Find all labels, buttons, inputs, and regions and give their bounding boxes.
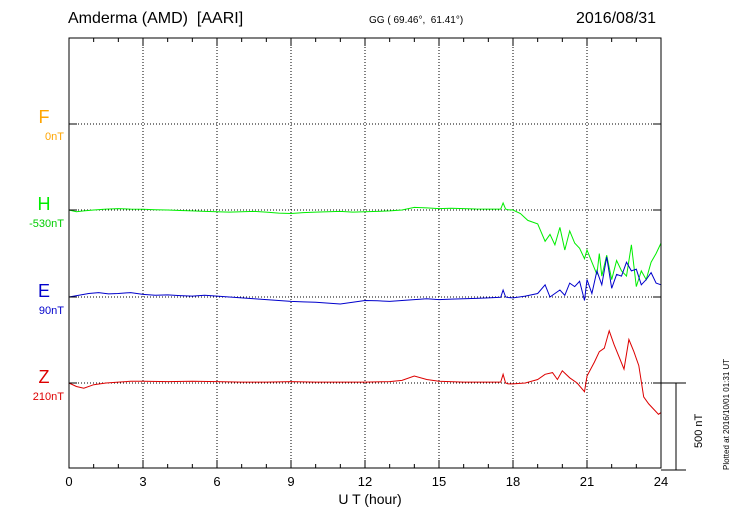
x-tick-label: 24 [654, 474, 668, 489]
trace-Z [68, 329, 662, 415]
trace-H [68, 201, 662, 287]
component-h-label: H [37, 194, 51, 214]
x-axis-label: U T (hour) [338, 491, 402, 507]
component-e-label: E [37, 281, 50, 301]
grid-lines [69, 38, 661, 468]
x-tick-label: 0 [65, 474, 72, 489]
scale-bar [661, 382, 686, 471]
x-tick-label: 9 [287, 474, 294, 489]
x-tick-label: 6 [213, 474, 220, 489]
x-tick-label: 15 [432, 474, 446, 489]
plot-frame [68, 37, 662, 469]
x-tick-label: 12 [358, 474, 372, 489]
component-z-label: Z [38, 367, 50, 387]
component-f-label: F [38, 107, 50, 127]
component-h-baseline: -530nT [29, 218, 64, 230]
component-f-baseline: 0nT [45, 131, 64, 143]
x-tick-label: 21 [580, 474, 594, 489]
scale-bar-label: 500 nT [693, 413, 705, 448]
plot-border [68, 37, 662, 469]
component-traces [68, 201, 662, 415]
plot-date: 2016/08/31 [576, 10, 657, 27]
x-axis-ticks: 0 3 6 9 12 15 18 21 24 [65, 38, 668, 489]
trace-E [68, 256, 662, 305]
plotted-timestamp: Plotted at 2016/10/01 01:31 UT [722, 358, 730, 470]
x-tick-label: 3 [139, 474, 146, 489]
x-tick-label: 18 [506, 474, 520, 489]
component-e-baseline: 90nT [38, 305, 64, 317]
component-z-baseline: 210nT [32, 391, 64, 403]
geographic-coords: GG ( 69.46°, 61.41°) [369, 15, 464, 26]
station-title: Amderma (AMD) [AARI] [68, 10, 244, 27]
